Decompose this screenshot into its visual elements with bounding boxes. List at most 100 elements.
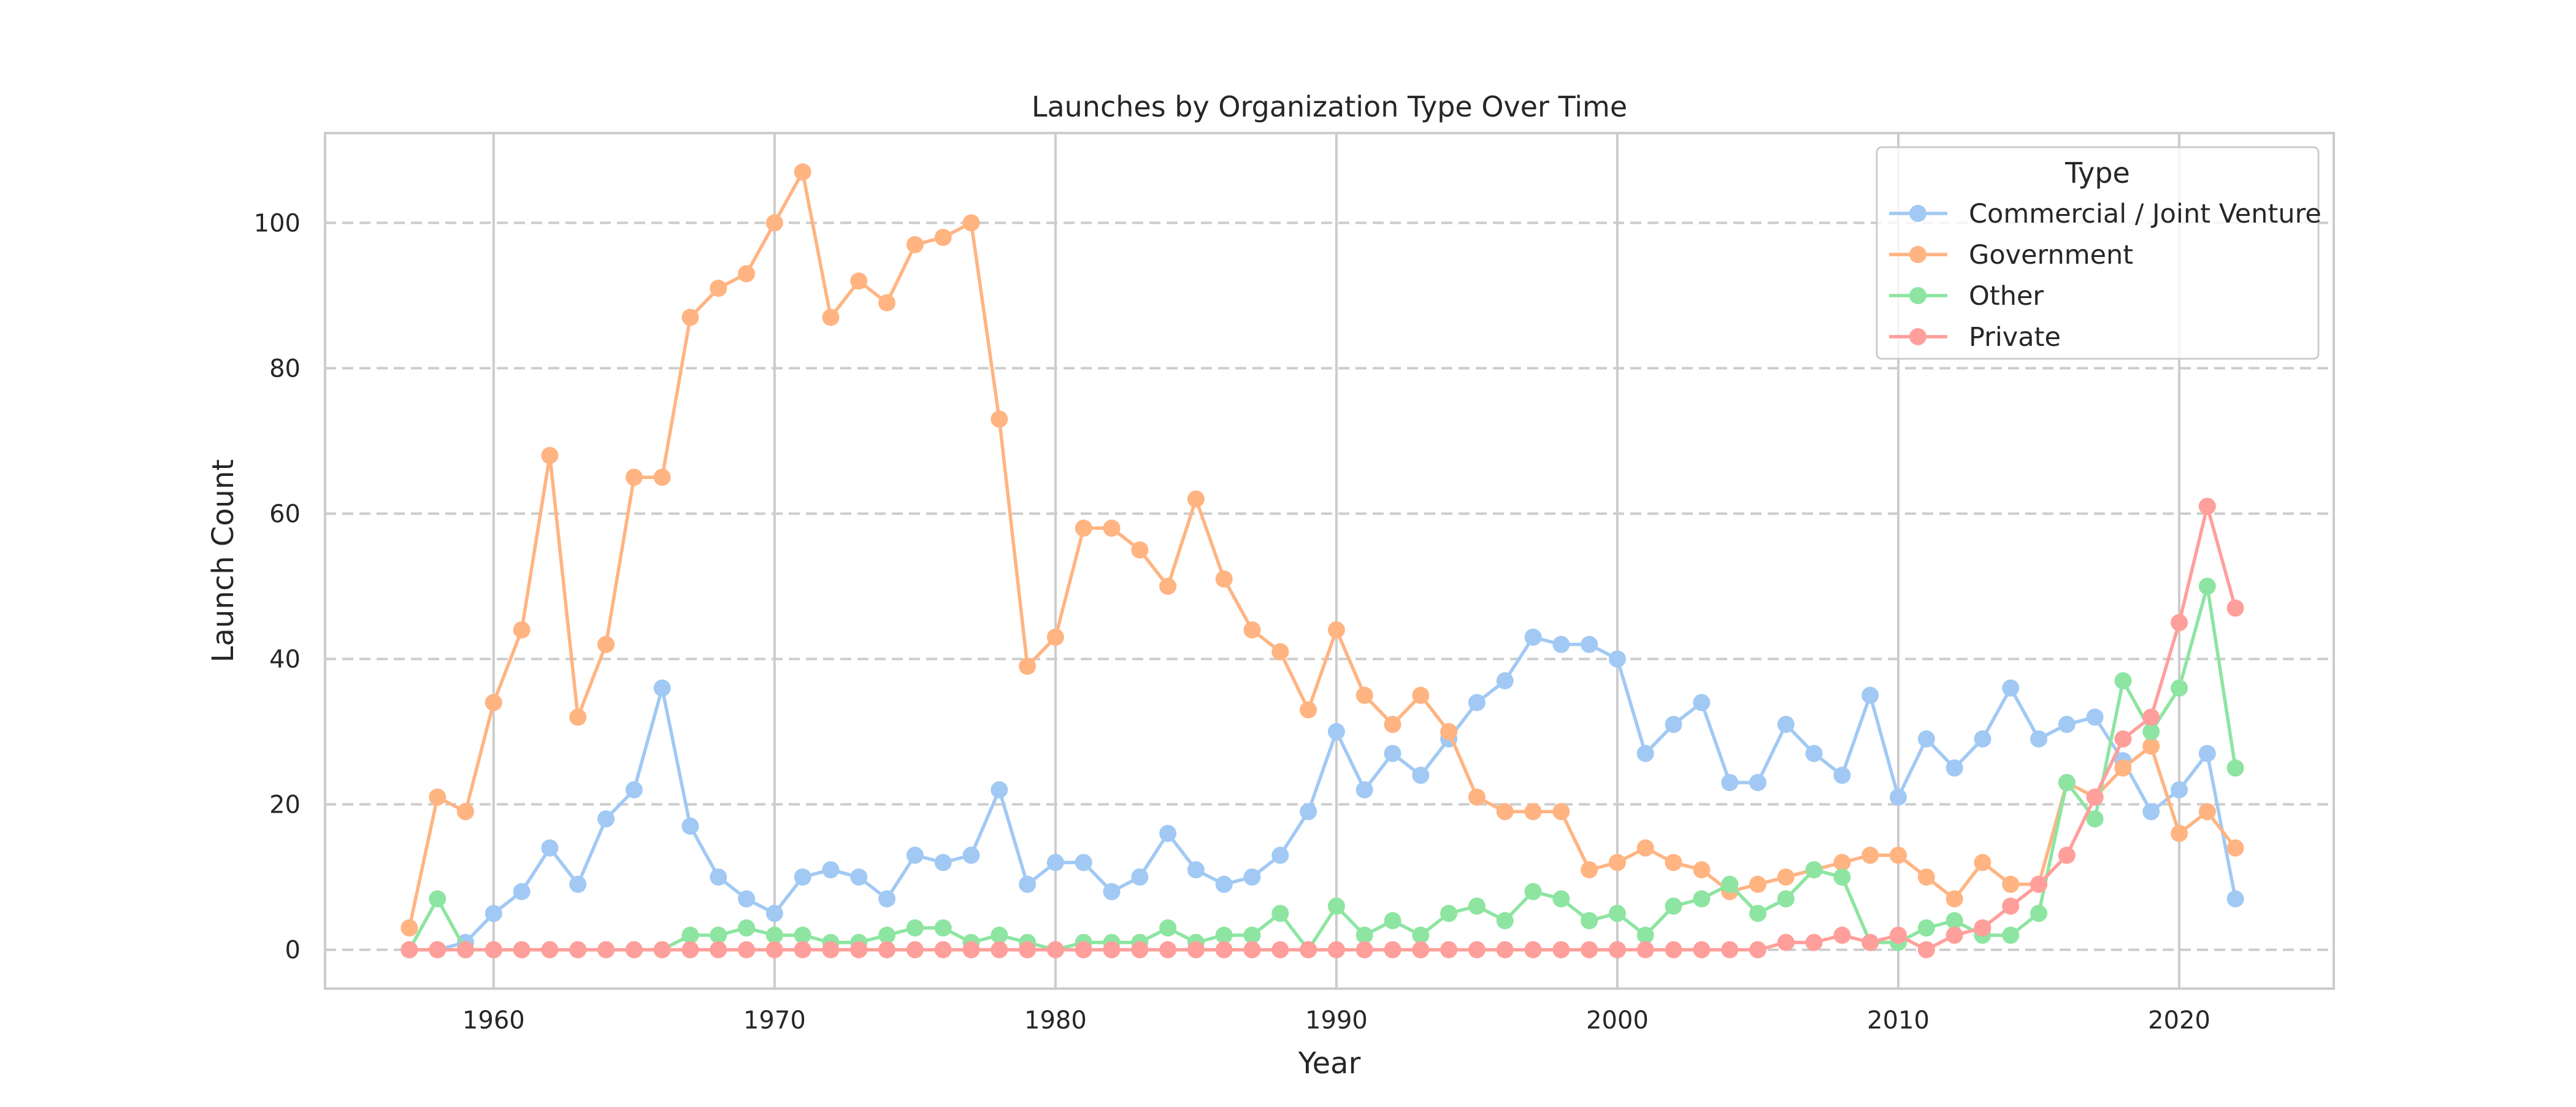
data-point <box>1749 773 1767 791</box>
data-point <box>710 868 727 886</box>
data-point <box>1552 941 1570 959</box>
data-point <box>2002 875 2020 893</box>
data-point <box>794 941 811 959</box>
data-point <box>1890 788 1907 806</box>
data-point <box>1552 803 1570 821</box>
data-point <box>1805 745 1823 762</box>
data-point <box>1159 577 1177 595</box>
data-point <box>1046 941 1064 959</box>
data-point <box>1581 941 1598 959</box>
data-point <box>1777 868 1795 886</box>
data-point <box>1721 875 1739 893</box>
data-point <box>1636 745 1654 762</box>
series-commercial-joint-venture <box>401 628 2244 959</box>
legend-label: Other <box>1969 281 2044 312</box>
data-point <box>2171 824 2188 842</box>
data-point <box>541 446 559 464</box>
data-point <box>1496 912 1514 930</box>
data-point <box>2142 737 2160 755</box>
data-point <box>1665 897 1682 915</box>
data-point <box>1524 883 1542 900</box>
data-point <box>429 890 447 908</box>
data-point <box>2002 926 2020 944</box>
data-point <box>906 236 924 253</box>
data-point <box>2171 614 2188 632</box>
data-point <box>934 854 952 871</box>
data-point <box>1440 941 1458 959</box>
data-point <box>1581 861 1598 879</box>
data-point <box>1046 854 1064 871</box>
data-point <box>1890 926 1907 944</box>
data-point <box>765 941 783 959</box>
data-point <box>1103 883 1121 900</box>
data-point <box>625 781 643 799</box>
data-point <box>1945 912 1963 930</box>
data-point <box>934 229 952 247</box>
data-point <box>1075 519 1092 537</box>
y-tick-label: 40 <box>269 646 301 674</box>
data-point <box>1243 926 1261 944</box>
data-point <box>1833 767 1851 784</box>
data-point <box>1974 854 1991 871</box>
data-point <box>710 941 727 959</box>
data-point <box>1552 890 1570 908</box>
data-point <box>850 868 868 886</box>
data-point <box>1805 861 1823 879</box>
x-tick-label: 1970 <box>743 1006 806 1035</box>
data-point <box>1974 919 1991 937</box>
data-point <box>2086 708 2104 726</box>
data-point <box>1215 570 1233 588</box>
data-point <box>2030 730 2048 748</box>
x-tick-label: 1980 <box>1024 1006 1087 1035</box>
data-point <box>962 214 980 232</box>
data-point <box>1300 803 1317 821</box>
x-tick-label: 2020 <box>2148 1006 2210 1035</box>
data-point <box>1355 926 1373 944</box>
data-point <box>1187 941 1205 959</box>
data-point <box>1974 730 1991 748</box>
y-tick-label: 80 <box>269 354 301 383</box>
data-point <box>597 810 615 828</box>
data-point <box>2114 730 2132 748</box>
data-point <box>934 941 952 959</box>
data-point <box>1355 781 1373 799</box>
data-point <box>2226 599 2244 617</box>
data-point <box>1215 875 1233 893</box>
data-point <box>1524 803 1542 821</box>
data-point <box>2142 723 2160 741</box>
data-point <box>2030 875 2048 893</box>
data-point <box>429 788 447 806</box>
data-point <box>738 890 756 908</box>
legend-label: Government <box>1969 240 2133 270</box>
data-point <box>1665 854 1682 871</box>
x-tick-label: 1990 <box>1305 1006 1368 1035</box>
data-point <box>1721 773 1739 791</box>
legend-box <box>1876 146 2320 360</box>
data-point <box>1271 941 1289 959</box>
data-point <box>1019 657 1037 675</box>
data-point <box>2086 810 2104 828</box>
data-point <box>1327 621 1345 639</box>
data-point <box>1243 621 1261 639</box>
data-point <box>765 926 783 944</box>
y-tick-label: 60 <box>269 500 301 528</box>
data-point <box>991 781 1008 799</box>
data-point <box>1440 723 1458 741</box>
data-point <box>2142 708 2160 726</box>
data-point <box>1131 941 1149 959</box>
data-point <box>1243 941 1261 959</box>
data-point <box>738 265 756 283</box>
data-point <box>1327 723 1345 741</box>
data-point <box>1693 694 1711 711</box>
data-point <box>1945 890 1963 908</box>
data-point <box>1131 541 1149 559</box>
tick-labels: 1960 1970 1980 1990 2000 2010 2020 0 20 40 60 80 100 <box>254 209 2210 1035</box>
data-point <box>2142 803 2160 821</box>
data-point <box>1749 875 1767 893</box>
data-point <box>822 308 840 326</box>
data-point <box>934 919 952 937</box>
data-point <box>794 868 811 886</box>
data-point <box>1131 868 1149 886</box>
y-tick-label: 100 <box>254 209 301 237</box>
